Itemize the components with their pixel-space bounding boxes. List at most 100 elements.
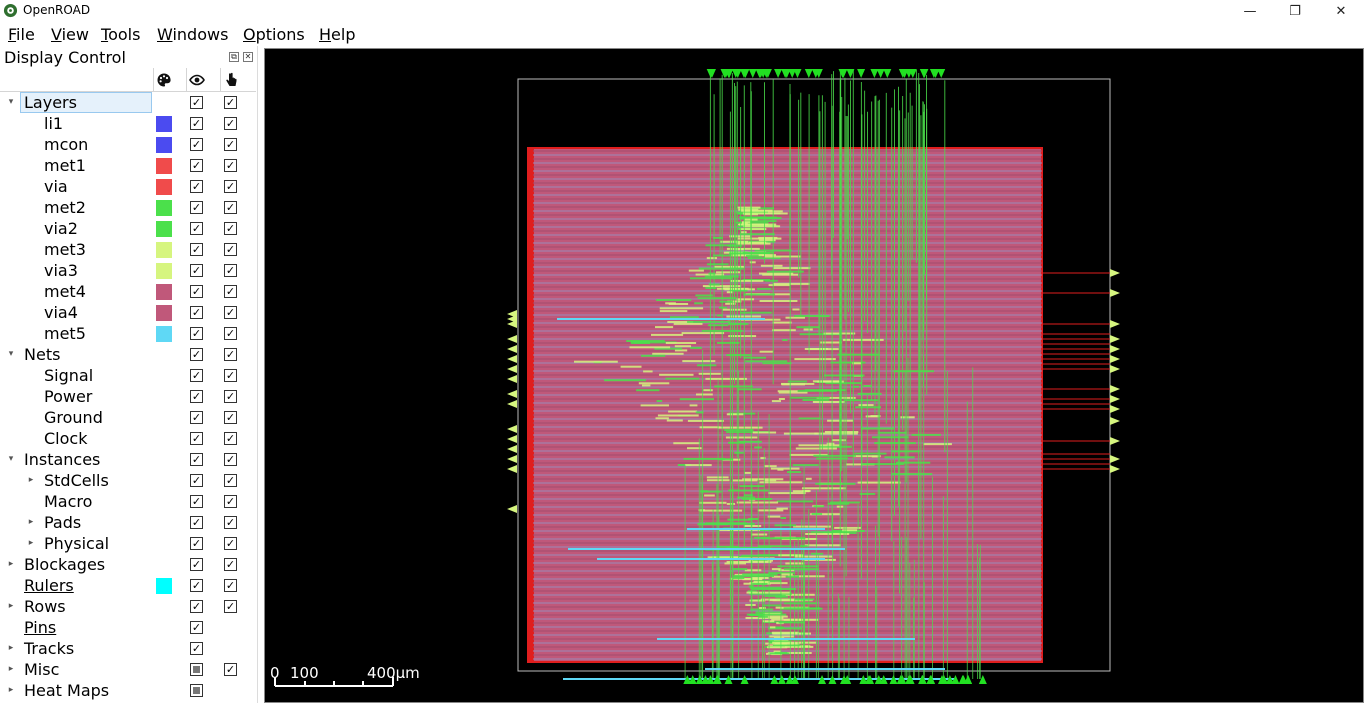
selectable-checkbox[interactable]: ✓	[224, 558, 237, 571]
tree-item-rulers[interactable]: Rulers ✓ ✓	[0, 575, 256, 596]
layer-color-swatch[interactable]	[156, 179, 172, 195]
tree-item-via4[interactable]: via4 ✓ ✓	[0, 302, 256, 323]
selectable-checkbox[interactable]: ✓	[224, 432, 237, 445]
visible-checkbox[interactable]: ✓	[190, 243, 203, 256]
menu-file[interactable]: File	[8, 25, 35, 44]
selectable-checkbox[interactable]: ✓	[224, 201, 237, 214]
tree-item-met4[interactable]: met4 ✓ ✓	[0, 281, 256, 302]
visible-checkbox[interactable]: ✓	[190, 306, 203, 319]
menu-options[interactable]: Options	[243, 25, 305, 44]
visible-checkbox[interactable]: ✓	[190, 285, 203, 298]
visible-checkbox[interactable]: ✓	[190, 348, 203, 361]
tree-item-heat-maps[interactable]: ▸ Heat Maps	[0, 680, 256, 701]
layout-canvas[interactable]: 0 100 400µm	[265, 49, 1364, 703]
tree-item-tracks[interactable]: ▸ Tracks ✓	[0, 638, 256, 659]
visible-checkbox[interactable]: ✓	[190, 264, 203, 277]
visible-checkbox[interactable]: ✓	[190, 222, 203, 235]
visible-checkbox[interactable]: ✓	[190, 390, 203, 403]
selectable-checkbox[interactable]: ✓	[224, 180, 237, 193]
tree-item-mcon[interactable]: mcon ✓ ✓	[0, 134, 256, 155]
layer-color-swatch[interactable]	[156, 305, 172, 321]
collapse-arrow-icon[interactable]: ▾	[8, 349, 14, 359]
selectable-checkbox[interactable]: ✓	[224, 579, 237, 592]
menu-tools[interactable]: Tools	[101, 25, 141, 44]
selectable-checkbox[interactable]: ✓	[224, 96, 237, 109]
tree-item-pins[interactable]: Pins ✓	[0, 617, 256, 638]
expand-arrow-icon[interactable]: ▸	[8, 559, 14, 569]
layer-color-swatch[interactable]	[156, 284, 172, 300]
tree-item-via3[interactable]: via3 ✓ ✓	[0, 260, 256, 281]
selectable-checkbox[interactable]: ✓	[224, 474, 237, 487]
visible-checkbox[interactable]: ✓	[190, 516, 203, 529]
tree-item-met3[interactable]: met3 ✓ ✓	[0, 239, 256, 260]
layer-color-swatch[interactable]	[156, 221, 172, 237]
visible-checkbox[interactable]: ✓	[190, 432, 203, 445]
selectable-checkbox[interactable]: ✓	[224, 411, 237, 424]
visible-checkbox[interactable]: ✓	[190, 558, 203, 571]
visible-checkbox[interactable]	[190, 663, 203, 676]
tree-item-macro[interactable]: Macro ✓ ✓	[0, 491, 256, 512]
expand-arrow-icon[interactable]: ▸	[8, 685, 14, 695]
expand-arrow-icon[interactable]: ▸	[28, 475, 34, 485]
selectable-checkbox[interactable]: ✓	[224, 390, 237, 403]
layout-viewer[interactable]: 0 100 400µm	[264, 48, 1364, 703]
tree-item-li1[interactable]: li1 ✓ ✓	[0, 113, 256, 134]
selectable-checkbox[interactable]: ✓	[224, 369, 237, 382]
tree-item-via2[interactable]: via2 ✓ ✓	[0, 218, 256, 239]
expand-arrow-icon[interactable]: ▸	[28, 538, 34, 548]
visible-checkbox[interactable]: ✓	[190, 642, 203, 655]
selectable-checkbox[interactable]: ✓	[224, 306, 237, 319]
tree-item-met5[interactable]: met5 ✓ ✓	[0, 323, 256, 344]
tree-item-met1[interactable]: met1 ✓ ✓	[0, 155, 256, 176]
tree-item-stdcells[interactable]: ▸ StdCells ✓ ✓	[0, 470, 256, 491]
visible-checkbox[interactable]: ✓	[190, 474, 203, 487]
menu-help[interactable]: Help	[319, 25, 356, 44]
selectable-checkbox[interactable]: ✓	[224, 663, 237, 676]
tree-item-nets[interactable]: ▾ Nets ✓ ✓	[0, 344, 256, 365]
selectable-checkbox[interactable]: ✓	[224, 453, 237, 466]
layer-color-swatch[interactable]	[156, 137, 172, 153]
selectable-checkbox[interactable]: ✓	[224, 516, 237, 529]
tree-item-signal[interactable]: Signal ✓ ✓	[0, 365, 256, 386]
visible-checkbox[interactable]: ✓	[190, 453, 203, 466]
visible-checkbox[interactable]: ✓	[190, 369, 203, 382]
selectable-checkbox[interactable]: ✓	[224, 600, 237, 613]
layer-color-swatch[interactable]	[156, 158, 172, 174]
tree-item-physical[interactable]: ▸ Physical ✓ ✓	[0, 533, 256, 554]
selectable-checkbox[interactable]: ✓	[224, 285, 237, 298]
tree-item-blockages[interactable]: ▸ Blockages ✓ ✓	[0, 554, 256, 575]
collapse-arrow-icon[interactable]: ▾	[8, 97, 14, 107]
float-panel-button[interactable]: ⧉	[229, 52, 239, 62]
visible-checkbox[interactable]: ✓	[190, 159, 203, 172]
layer-color-swatch[interactable]	[156, 326, 172, 342]
tree-item-clock[interactable]: Clock ✓ ✓	[0, 428, 256, 449]
menu-windows[interactable]: Windows	[157, 25, 229, 44]
visible-checkbox[interactable]: ✓	[190, 600, 203, 613]
tree-item-pads[interactable]: ▸ Pads ✓ ✓	[0, 512, 256, 533]
menu-view[interactable]: View	[51, 25, 89, 44]
close-panel-button[interactable]: ✕	[243, 52, 253, 62]
visible-checkbox[interactable]: ✓	[190, 117, 203, 130]
visible-checkbox[interactable]: ✓	[190, 201, 203, 214]
layer-color-swatch[interactable]	[156, 200, 172, 216]
tree-item-rows[interactable]: ▸ Rows ✓ ✓	[0, 596, 256, 617]
selectable-checkbox[interactable]: ✓	[224, 348, 237, 361]
visible-checkbox[interactable]: ✓	[190, 180, 203, 193]
expand-arrow-icon[interactable]: ▸	[8, 601, 14, 611]
visible-checkbox[interactable]: ✓	[190, 579, 203, 592]
visible-checkbox[interactable]: ✓	[190, 495, 203, 508]
selectable-checkbox[interactable]: ✓	[224, 138, 237, 151]
tree-item-met2[interactable]: met2 ✓ ✓	[0, 197, 256, 218]
close-button[interactable]: ✕	[1335, 3, 1347, 19]
layer-color-swatch[interactable]	[156, 116, 172, 132]
visible-checkbox[interactable]: ✓	[190, 327, 203, 340]
visible-checkbox[interactable]: ✓	[190, 138, 203, 151]
minimize-button[interactable]: —	[1243, 3, 1257, 19]
selectable-checkbox[interactable]: ✓	[224, 243, 237, 256]
visible-checkbox[interactable]: ✓	[190, 537, 203, 550]
tree-item-misc[interactable]: ▸ Misc ✓	[0, 659, 256, 680]
selectable-checkbox[interactable]: ✓	[224, 495, 237, 508]
visible-checkbox[interactable]: ✓	[190, 621, 203, 634]
selectable-checkbox[interactable]: ✓	[224, 117, 237, 130]
selectable-checkbox[interactable]: ✓	[224, 537, 237, 550]
